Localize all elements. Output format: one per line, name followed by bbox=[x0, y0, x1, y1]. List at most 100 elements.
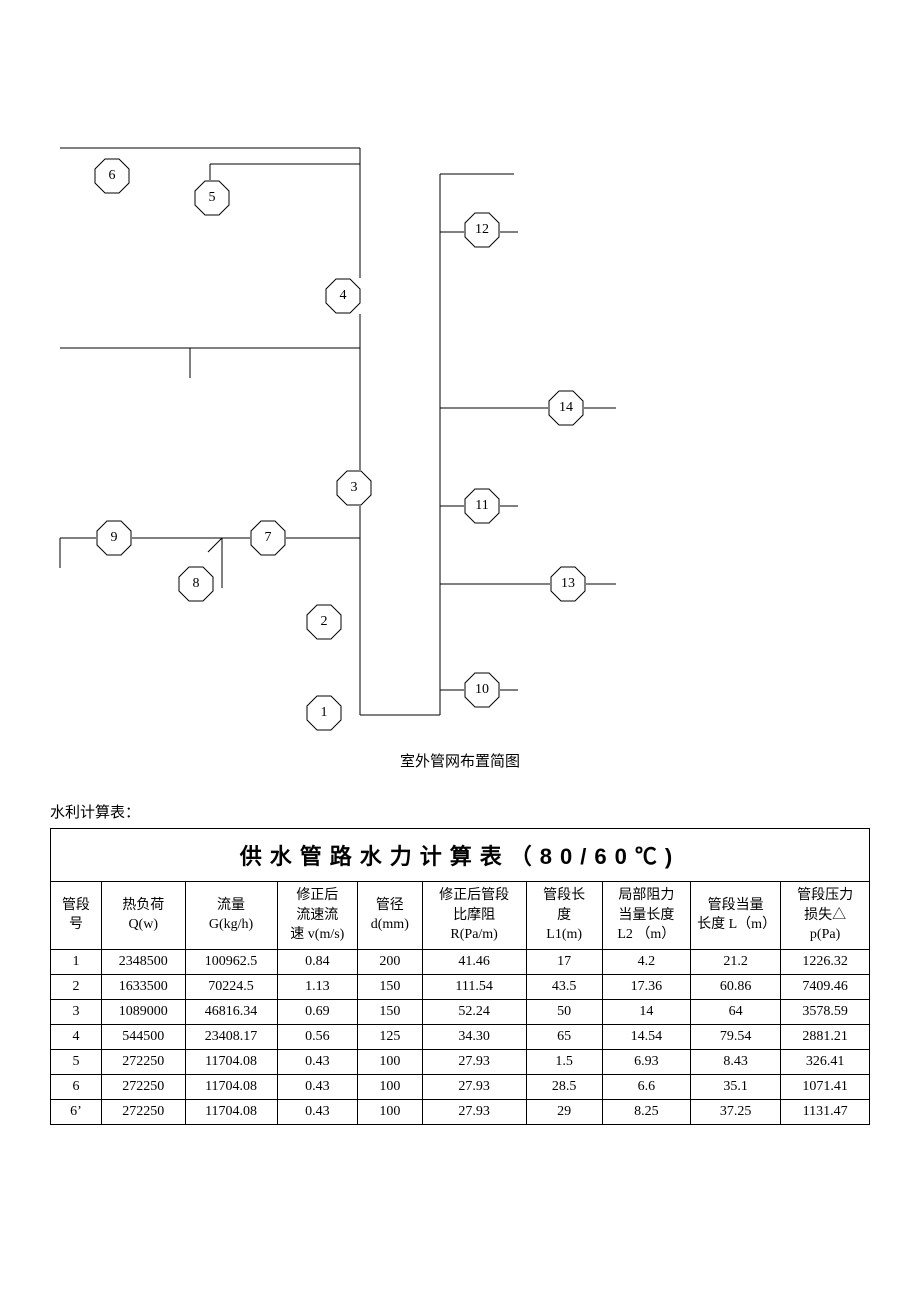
cell: 1131.47 bbox=[781, 1099, 870, 1124]
cell: 23408.17 bbox=[185, 1024, 277, 1049]
node-13: 13 bbox=[550, 566, 586, 602]
cell: 2 bbox=[51, 974, 102, 999]
cell: 0.69 bbox=[277, 999, 358, 1024]
node-6: 6 bbox=[94, 158, 130, 194]
cell: 3578.59 bbox=[781, 999, 870, 1024]
node-14: 14 bbox=[548, 390, 584, 426]
table-title: 供水管路水力计算表（80/60℃) bbox=[51, 829, 870, 882]
cell: 4 bbox=[51, 1024, 102, 1049]
cell: 272250 bbox=[101, 1074, 185, 1099]
cell: 1.13 bbox=[277, 974, 358, 999]
cell: 125 bbox=[358, 1024, 422, 1049]
cell: 37.25 bbox=[691, 1099, 781, 1124]
table-header-row: 管段号热负荷Q(w)流量G(kg/h)修正后流速流速 v(m/s)管径d(mm)… bbox=[51, 882, 870, 950]
cell: 11704.08 bbox=[185, 1049, 277, 1074]
cell: 11704.08 bbox=[185, 1099, 277, 1124]
node-8: 8 bbox=[178, 566, 214, 602]
cell: 29 bbox=[526, 1099, 602, 1124]
pipe-network-diagram: 1234567891011121314 bbox=[50, 100, 870, 730]
cell: 28.5 bbox=[526, 1074, 602, 1099]
cell: 8.25 bbox=[602, 1099, 691, 1124]
cell: 21.2 bbox=[691, 949, 781, 974]
col-header-l1: 管段长度L1(m) bbox=[526, 882, 602, 950]
table-row: 3108900046816.340.6915052.245014643578.5… bbox=[51, 999, 870, 1024]
cell: 1 bbox=[51, 949, 102, 974]
table-row: 527225011704.080.4310027.931.56.938.4332… bbox=[51, 1049, 870, 1074]
cell: 1089000 bbox=[101, 999, 185, 1024]
cell: 52.24 bbox=[422, 999, 526, 1024]
cell: 2348500 bbox=[101, 949, 185, 974]
cell: 8.43 bbox=[691, 1049, 781, 1074]
col-header-v: 修正后流速流速 v(m/s) bbox=[277, 882, 358, 950]
cell: 6.93 bbox=[602, 1049, 691, 1074]
cell: 4.2 bbox=[602, 949, 691, 974]
cell: 79.54 bbox=[691, 1024, 781, 1049]
cell: 14 bbox=[602, 999, 691, 1024]
cell: 0.84 bbox=[277, 949, 358, 974]
cell: 0.43 bbox=[277, 1099, 358, 1124]
hydraulic-calc-table: 供水管路水力计算表（80/60℃) 管段号热负荷Q(w)流量G(kg/h)修正后… bbox=[50, 828, 870, 1125]
table-body: 12348500100962.50.8420041.46174.221.2122… bbox=[51, 949, 870, 1124]
cell: 272250 bbox=[101, 1049, 185, 1074]
cell: 60.86 bbox=[691, 974, 781, 999]
col-header-g: 流量G(kg/h) bbox=[185, 882, 277, 950]
node-4: 4 bbox=[325, 278, 361, 314]
node-1: 1 bbox=[306, 695, 342, 731]
cell: 6.6 bbox=[602, 1074, 691, 1099]
col-header-L: 管段当量长度 L（m） bbox=[691, 882, 781, 950]
cell: 5 bbox=[51, 1049, 102, 1074]
cell: 3 bbox=[51, 999, 102, 1024]
node-5: 5 bbox=[194, 180, 230, 216]
cell: 0.43 bbox=[277, 1049, 358, 1074]
diagram-caption: 室外管网布置简图 bbox=[50, 750, 870, 771]
node-9: 9 bbox=[96, 520, 132, 556]
table-section-label: 水利计算表： bbox=[50, 801, 870, 822]
cell: 2881.21 bbox=[781, 1024, 870, 1049]
cell: 1226.32 bbox=[781, 949, 870, 974]
cell: 65 bbox=[526, 1024, 602, 1049]
cell: 0.43 bbox=[277, 1074, 358, 1099]
cell: 41.46 bbox=[422, 949, 526, 974]
cell: 14.54 bbox=[602, 1024, 691, 1049]
node-7: 7 bbox=[250, 520, 286, 556]
cell: 50 bbox=[526, 999, 602, 1024]
diagram-lines bbox=[50, 100, 870, 730]
cell: 200 bbox=[358, 949, 422, 974]
cell: 17 bbox=[526, 949, 602, 974]
cell: 6’ bbox=[51, 1099, 102, 1124]
cell: 6 bbox=[51, 1074, 102, 1099]
table-row: 454450023408.170.5612534.306514.5479.542… bbox=[51, 1024, 870, 1049]
col-header-d: 管径d(mm) bbox=[358, 882, 422, 950]
cell: 70224.5 bbox=[185, 974, 277, 999]
cell: 27.93 bbox=[422, 1074, 526, 1099]
cell: 27.93 bbox=[422, 1099, 526, 1124]
cell: 27.93 bbox=[422, 1049, 526, 1074]
cell: 35.1 bbox=[691, 1074, 781, 1099]
cell: 64 bbox=[691, 999, 781, 1024]
cell: 34.30 bbox=[422, 1024, 526, 1049]
cell: 1.5 bbox=[526, 1049, 602, 1074]
cell: 43.5 bbox=[526, 974, 602, 999]
cell: 111.54 bbox=[422, 974, 526, 999]
table-row: 2163350070224.51.13150111.5443.517.3660.… bbox=[51, 974, 870, 999]
cell: 1633500 bbox=[101, 974, 185, 999]
node-12: 12 bbox=[464, 212, 500, 248]
col-header-q: 热负荷Q(w) bbox=[101, 882, 185, 950]
cell: 17.36 bbox=[602, 974, 691, 999]
node-2: 2 bbox=[306, 604, 342, 640]
col-header-seg: 管段号 bbox=[51, 882, 102, 950]
node-11: 11 bbox=[464, 488, 500, 524]
table-row: 12348500100962.50.8420041.46174.221.2122… bbox=[51, 949, 870, 974]
cell: 46816.34 bbox=[185, 999, 277, 1024]
cell: 0.56 bbox=[277, 1024, 358, 1049]
node-10: 10 bbox=[464, 672, 500, 708]
col-header-r: 修正后管段比摩阻R(Pa/m) bbox=[422, 882, 526, 950]
col-header-dp: 管段压力损失△p(Pa) bbox=[781, 882, 870, 950]
cell: 150 bbox=[358, 974, 422, 999]
cell: 272250 bbox=[101, 1099, 185, 1124]
col-header-l2: 局部阻力当量长度L2 （m） bbox=[602, 882, 691, 950]
cell: 1071.41 bbox=[781, 1074, 870, 1099]
cell: 544500 bbox=[101, 1024, 185, 1049]
cell: 100 bbox=[358, 1049, 422, 1074]
table-row: 627225011704.080.4310027.9328.56.635.110… bbox=[51, 1074, 870, 1099]
